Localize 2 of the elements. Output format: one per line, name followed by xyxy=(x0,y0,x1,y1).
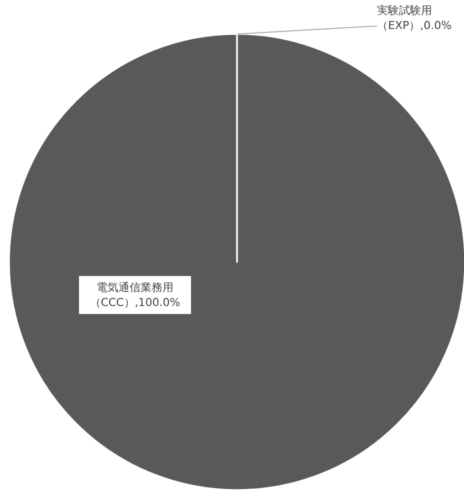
slice-label: 電気通信業務用（CCC）,100.0% xyxy=(79,276,191,314)
category-label: 実験試験用（EXP）,0.0% xyxy=(377,4,452,32)
